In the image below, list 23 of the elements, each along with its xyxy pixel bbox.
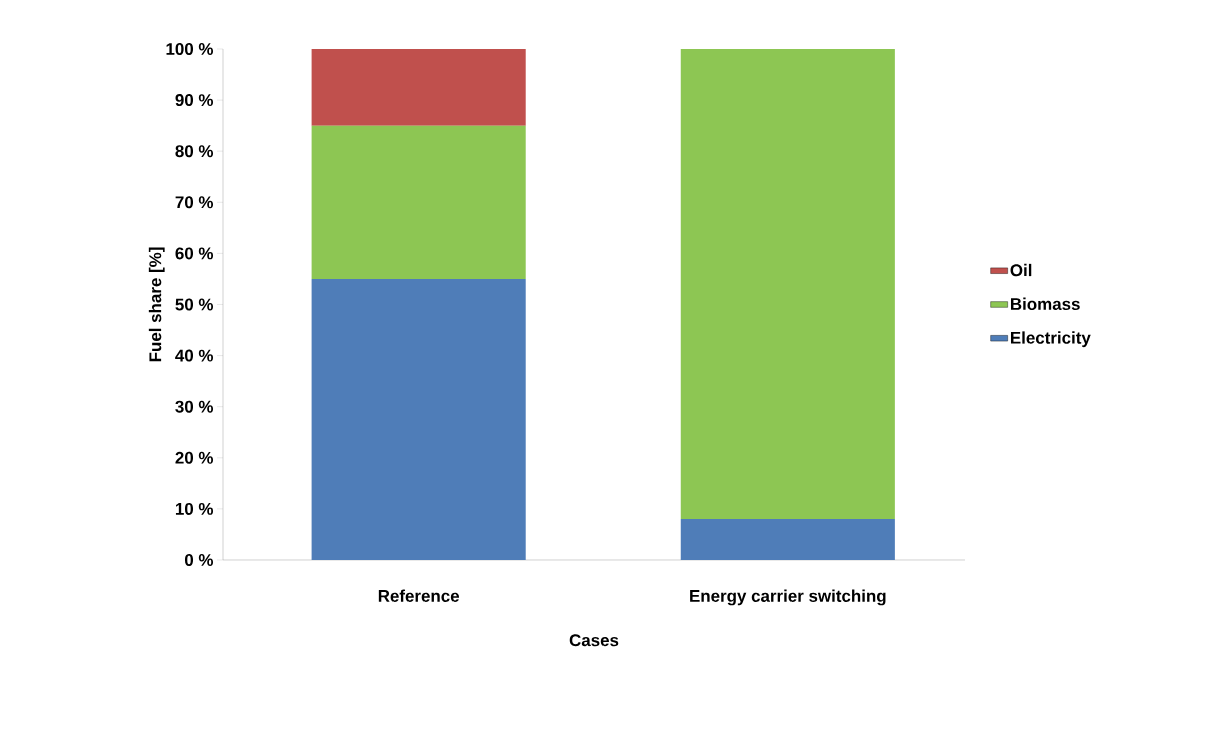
y-tick-label: 30 % bbox=[175, 400, 214, 413]
bar bbox=[680, 519, 895, 560]
y-tick-label: 80 % bbox=[175, 145, 214, 158]
legend-label: Biomass bbox=[1011, 297, 1080, 311]
y-tick-label: 60 % bbox=[175, 247, 214, 260]
y-tick-label: 100 % bbox=[166, 42, 214, 55]
legend-label: Electricity bbox=[1011, 331, 1091, 348]
y-tick-label: 40 % bbox=[175, 349, 214, 362]
x-tick-label: Energy carrier switching bbox=[690, 589, 886, 606]
bar bbox=[680, 48, 895, 520]
bar bbox=[311, 278, 526, 560]
y-tick-label: 50 % bbox=[175, 298, 214, 311]
legend-label: Oil bbox=[1010, 263, 1032, 277]
y-tick-label: 70 % bbox=[175, 196, 214, 209]
x-tick-label: Reference bbox=[378, 589, 460, 602]
y-axis-title: Fuel share [%] bbox=[148, 247, 165, 362]
bar bbox=[311, 125, 526, 279]
y-tick-label: 10 % bbox=[175, 502, 214, 515]
bar bbox=[311, 48, 526, 126]
x-axis-title: Cases bbox=[569, 634, 619, 647]
y-tick-label: 90 % bbox=[175, 94, 214, 107]
y-tick-label: 0 % bbox=[184, 553, 214, 566]
y-tick-label: 20 % bbox=[175, 451, 214, 464]
